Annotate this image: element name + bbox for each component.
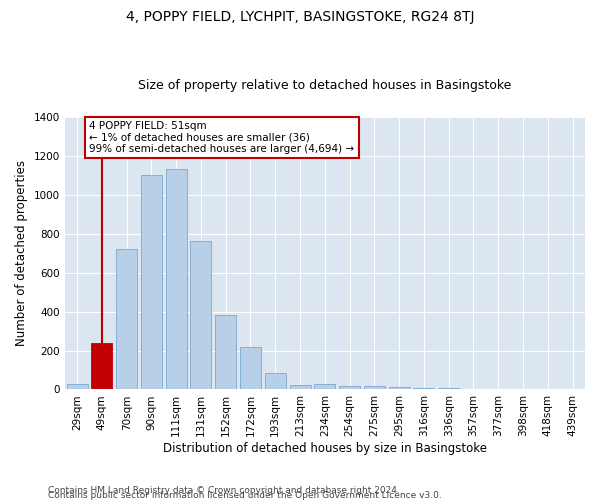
- Bar: [67, 384, 88, 390]
- Text: Contains HM Land Registry data © Crown copyright and database right 2024.: Contains HM Land Registry data © Crown c…: [48, 486, 400, 495]
- Bar: [314, 384, 335, 390]
- Bar: [166, 170, 187, 390]
- Bar: [116, 249, 137, 390]
- Bar: [339, 386, 360, 390]
- Y-axis label: Number of detached properties: Number of detached properties: [15, 160, 28, 346]
- Bar: [290, 384, 311, 390]
- Bar: [215, 316, 236, 390]
- Text: 4 POPPY FIELD: 51sqm
← 1% of detached houses are smaller (36)
99% of semi-detach: 4 POPPY FIELD: 51sqm ← 1% of detached ho…: [89, 120, 355, 154]
- Text: 4, POPPY FIELD, LYCHPIT, BASINGSTOKE, RG24 8TJ: 4, POPPY FIELD, LYCHPIT, BASINGSTOKE, RG…: [126, 10, 474, 24]
- Title: Size of property relative to detached houses in Basingstoke: Size of property relative to detached ho…: [138, 79, 512, 92]
- Bar: [265, 373, 286, 390]
- Bar: [240, 346, 261, 390]
- Bar: [438, 388, 459, 390]
- Bar: [141, 175, 162, 390]
- Bar: [364, 386, 385, 390]
- Bar: [190, 242, 211, 390]
- Bar: [389, 386, 410, 390]
- X-axis label: Distribution of detached houses by size in Basingstoke: Distribution of detached houses by size …: [163, 442, 487, 455]
- Text: Contains public sector information licensed under the Open Government Licence v3: Contains public sector information licen…: [48, 491, 442, 500]
- Bar: [91, 342, 112, 390]
- Bar: [413, 388, 434, 390]
